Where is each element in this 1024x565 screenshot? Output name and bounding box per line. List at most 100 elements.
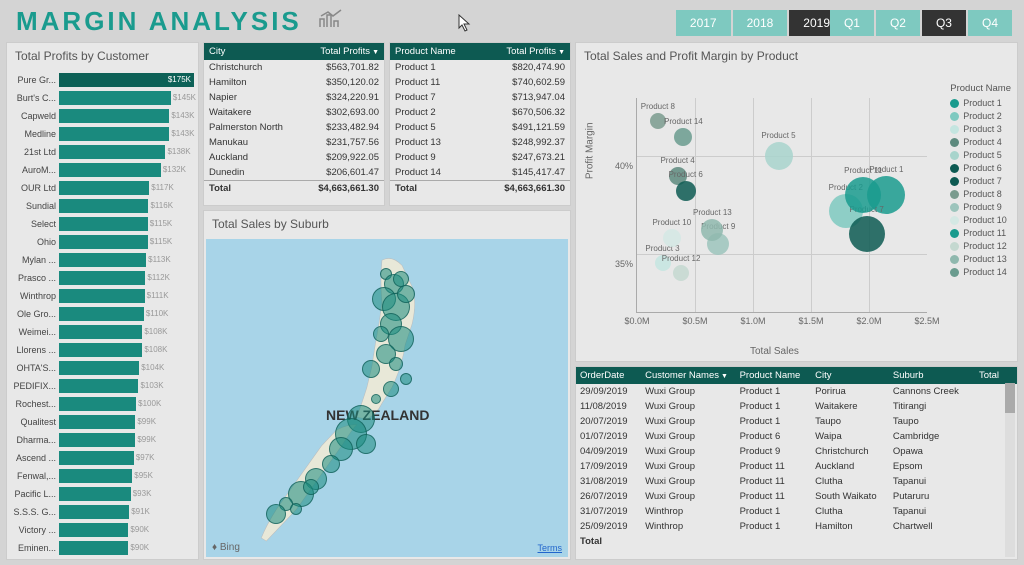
legend-item[interactable]: Product 3 — [950, 124, 1011, 134]
column-header[interactable]: City — [811, 367, 889, 384]
scatter-point[interactable] — [765, 142, 793, 170]
bar-row[interactable]: Rochest...$100K — [11, 395, 194, 412]
bar-row[interactable]: Ohio$115K — [11, 233, 194, 250]
quarter-filter-Q4[interactable]: Q4 — [968, 10, 1012, 36]
legend-item[interactable]: Product 12 — [950, 241, 1011, 251]
table-row[interactable]: 01/07/2019Wuxi GroupProduct 6WaipaCambri… — [576, 429, 1017, 444]
table-row[interactable]: 04/09/2019Wuxi GroupProduct 9Christchurc… — [576, 444, 1017, 459]
legend-item[interactable]: Product 1 — [950, 98, 1011, 108]
legend-item[interactable]: Product 2 — [950, 111, 1011, 121]
bar-row[interactable]: Prasco ...$112K — [11, 269, 194, 286]
legend-item[interactable]: Product 5 — [950, 150, 1011, 160]
table-row[interactable]: 31/07/2019WinthropProduct 1CluthaTapanui — [576, 504, 1017, 519]
scroll-thumb[interactable] — [1005, 383, 1015, 413]
bar-row[interactable]: AuroM...$132K — [11, 161, 194, 178]
table-row[interactable]: Christchurch$563,701.82 — [204, 60, 384, 75]
table-row[interactable]: Product 2$670,506.32 — [390, 105, 570, 120]
table-row[interactable]: 29/09/2019Wuxi GroupProduct 1PoriruaCann… — [576, 384, 1017, 399]
table-row[interactable]: Product 9$247,673.21 — [390, 150, 570, 165]
table-row[interactable]: Palmerston North$233,482.94 — [204, 120, 384, 135]
bar-row[interactable]: S.S.S. G...$91K — [11, 503, 194, 520]
bar-row[interactable]: Capweld$143K — [11, 107, 194, 124]
legend-item[interactable]: Product 8 — [950, 189, 1011, 199]
map-bubble[interactable] — [383, 381, 399, 397]
bar-row[interactable]: Burt's C...$145K — [11, 89, 194, 106]
map[interactable]: NEW ZEALAND ♦ Bing Terms — [206, 239, 568, 557]
map-bubble[interactable] — [371, 394, 381, 404]
scatter-point[interactable] — [845, 177, 881, 213]
bar-row[interactable]: Ascend ...$97K — [11, 449, 194, 466]
table-row[interactable]: Waitakere$302,693.00 — [204, 105, 384, 120]
column-header[interactable]: Product Name — [736, 367, 812, 384]
bar-row[interactable]: Qualitest$99K — [11, 413, 194, 430]
bar-row[interactable]: Select$115K — [11, 215, 194, 232]
city-profits-table[interactable]: CityTotal Profits▼Christchurch$563,701.8… — [203, 42, 385, 206]
legend-item[interactable]: Product 13 — [950, 254, 1011, 264]
legend-item[interactable]: Product 4 — [950, 137, 1011, 147]
table-row[interactable]: 31/08/2019Wuxi GroupProduct 11CluthaTapa… — [576, 474, 1017, 489]
column-header[interactable]: Total — [975, 367, 1017, 384]
bar-row[interactable]: Medline$143K — [11, 125, 194, 142]
column-header[interactable]: Product Name — [390, 43, 480, 60]
bar-row[interactable]: PEDIFIX...$103K — [11, 377, 194, 394]
map-terms-link[interactable]: Terms — [538, 543, 563, 553]
bar-row[interactable]: Sundial$116K — [11, 197, 194, 214]
scatter-point[interactable] — [663, 229, 681, 247]
legend-item[interactable]: Product 14 — [950, 267, 1011, 277]
legend-item[interactable]: Product 7 — [950, 176, 1011, 186]
scatter-panel[interactable]: Total Sales and Profit Margin by Product… — [575, 42, 1018, 362]
legend-item[interactable]: Product 10 — [950, 215, 1011, 225]
column-header[interactable]: Total Profits▼ — [302, 43, 384, 60]
bar-row[interactable]: Pacific L...$93K — [11, 485, 194, 502]
bar-row[interactable]: Linde$90K — [11, 557, 194, 559]
bar-row[interactable]: Fenwal,...$95K — [11, 467, 194, 484]
year-filter-2018[interactable]: 2018 — [733, 10, 788, 36]
scrollbar[interactable] — [1005, 383, 1015, 557]
scatter-point[interactable] — [676, 181, 696, 201]
table-row[interactable]: Product 14$145,417.47 — [390, 165, 570, 181]
customer-bar-chart[interactable]: Pure Gr...$175KBurt's C...$145KCapweld$1… — [7, 69, 198, 559]
bar-row[interactable]: OUR Ltd$117K — [11, 179, 194, 196]
orders-table-panel[interactable]: OrderDateCustomer Names▼Product NameCity… — [575, 366, 1018, 560]
scatter-point[interactable] — [674, 128, 692, 146]
table-row[interactable]: Manukau$231,757.56 — [204, 135, 384, 150]
bar-row[interactable]: Eminen...$90K — [11, 539, 194, 556]
map-bubble[interactable] — [266, 504, 286, 524]
bar-row[interactable]: Winthrop$111K — [11, 287, 194, 304]
legend-item[interactable]: Product 11 — [950, 228, 1011, 238]
table-row[interactable]: Napier$324,220.91 — [204, 90, 384, 105]
table-row[interactable]: Product 7$713,947.04 — [390, 90, 570, 105]
bar-row[interactable]: Ole Gro...$110K — [11, 305, 194, 322]
table-row[interactable]: 20/07/2019Wuxi GroupProduct 1TaupoTaupo — [576, 414, 1017, 429]
year-filter-2017[interactable]: 2017 — [676, 10, 731, 36]
column-header[interactable]: Customer Names▼ — [641, 367, 735, 384]
column-header[interactable]: Suburb — [889, 367, 975, 384]
scatter-point[interactable] — [701, 219, 723, 241]
map-bubble[interactable] — [322, 455, 340, 473]
table-row[interactable]: Product 13$248,992.37 — [390, 135, 570, 150]
bar-row[interactable]: Dharma...$99K — [11, 431, 194, 448]
bar-row[interactable]: Weimei...$108K — [11, 323, 194, 340]
table-row[interactable]: 25/09/2019WinthropProduct 1HamiltonChart… — [576, 519, 1017, 534]
scatter-point[interactable] — [849, 216, 885, 252]
bar-row[interactable]: Victory ...$90K — [11, 521, 194, 538]
map-bubble[interactable] — [303, 479, 319, 495]
map-bubble[interactable] — [373, 326, 389, 342]
map-bubble[interactable] — [389, 357, 403, 371]
quarter-filter-Q1[interactable]: Q1 — [830, 10, 874, 36]
map-bubble[interactable] — [397, 285, 415, 303]
bar-row[interactable]: 21st Ltd$138K — [11, 143, 194, 160]
table-row[interactable]: Product 11$740,602.59 — [390, 75, 570, 90]
map-bubble[interactable] — [400, 373, 412, 385]
table-row[interactable]: 11/08/2019Wuxi GroupProduct 1WaitakereTi… — [576, 399, 1017, 414]
table-row[interactable]: 26/07/2019Wuxi GroupProduct 11South Waik… — [576, 489, 1017, 504]
table-row[interactable]: Auckland$209,922.05 — [204, 150, 384, 165]
table-row[interactable]: Hamilton$350,120.02 — [204, 75, 384, 90]
bar-row[interactable]: Mylan ...$113K — [11, 251, 194, 268]
table-row[interactable]: 17/09/2019Wuxi GroupProduct 11AucklandEp… — [576, 459, 1017, 474]
legend-item[interactable]: Product 9 — [950, 202, 1011, 212]
bar-row[interactable]: OHTA'S...$104K — [11, 359, 194, 376]
table-row[interactable]: Product 1$820,474.90 — [390, 60, 570, 75]
column-header[interactable]: OrderDate — [576, 367, 641, 384]
product-profits-table[interactable]: Product NameTotal Profits▼Product 1$820,… — [389, 42, 571, 206]
